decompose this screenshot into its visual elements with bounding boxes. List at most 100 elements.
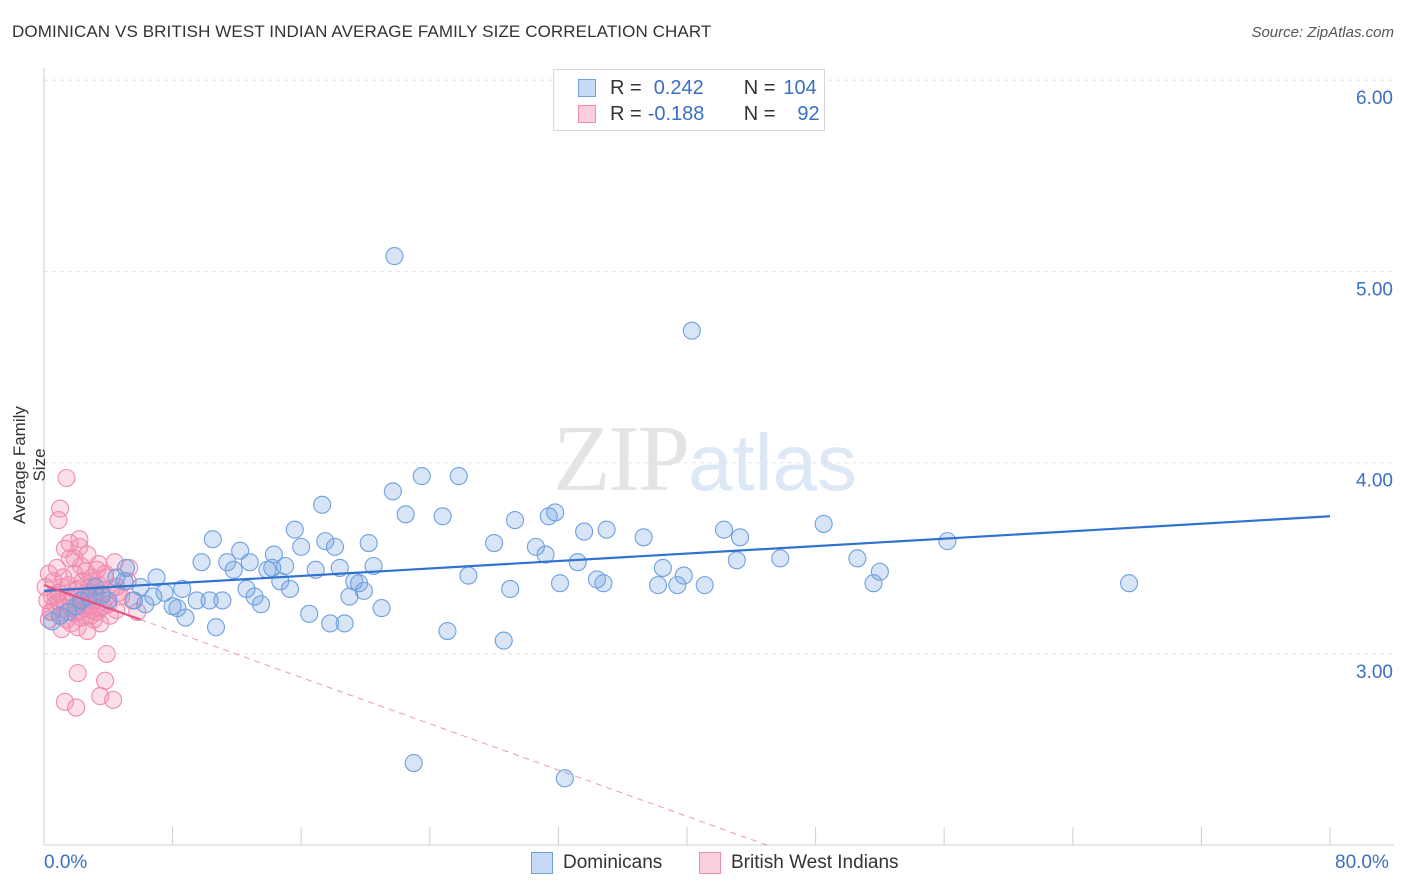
dominican-point bbox=[176, 608, 195, 627]
chart-title: DOMINICAN VS BRITISH WEST INDIAN AVERAGE… bbox=[12, 22, 712, 41]
bwi-point bbox=[65, 549, 84, 568]
bottom-legend-swatch-dominicans bbox=[531, 852, 553, 874]
y-tick-labels: 3.00 4.00 5.00 6.00 bbox=[1356, 88, 1393, 683]
dominican-point bbox=[131, 577, 150, 597]
dominican-point bbox=[438, 621, 457, 641]
dominican-trend-line bbox=[43, 515, 1331, 592]
legend-r-label: R = bbox=[610, 102, 642, 125]
dominican-point bbox=[203, 530, 222, 549]
dominican-point bbox=[653, 558, 672, 577]
stats-legend: R = 0.242 N = 104 R = -0.188 N = 92 bbox=[553, 69, 825, 131]
legend-n-label: N = bbox=[743, 102, 776, 125]
y-tick-label: 6.00 bbox=[1356, 88, 1393, 109]
y-tick-label: 4.00 bbox=[1356, 471, 1393, 492]
dominican-point bbox=[594, 574, 613, 593]
bwi-point bbox=[67, 698, 86, 717]
dominican-point bbox=[550, 574, 570, 593]
x-tick-label-max: 80.0% bbox=[1335, 852, 1389, 873]
dominican-point bbox=[727, 551, 746, 570]
dominican-point bbox=[116, 558, 136, 577]
dominican-point bbox=[224, 560, 243, 579]
axes bbox=[43, 68, 1394, 846]
dominican-point bbox=[649, 576, 668, 595]
dominican-point bbox=[147, 568, 166, 587]
legend-n-value: 92 bbox=[797, 102, 820, 125]
legend-swatch-dominicans bbox=[578, 79, 596, 97]
dominican-point bbox=[870, 562, 889, 581]
bwi-point bbox=[51, 499, 70, 518]
dominican-point bbox=[546, 503, 565, 522]
dominican-points bbox=[42, 247, 1139, 788]
dominican-point bbox=[206, 618, 226, 637]
dominican-point bbox=[1120, 574, 1139, 593]
dominican-point bbox=[634, 528, 653, 547]
x-tick-label-min: 0.0% bbox=[44, 852, 88, 873]
bwi-point bbox=[70, 530, 89, 549]
dominican-point bbox=[335, 614, 354, 633]
dominican-point bbox=[285, 520, 304, 539]
dominican-point bbox=[568, 553, 587, 572]
dominican-point bbox=[192, 553, 211, 572]
bottom-legend-label-bwi: British West Indians bbox=[731, 852, 899, 873]
bwi-point bbox=[104, 690, 123, 709]
bwi-point bbox=[47, 558, 66, 577]
y-tick-label: 5.00 bbox=[1356, 279, 1393, 300]
dominican-point bbox=[526, 537, 545, 556]
dominican-point bbox=[240, 553, 259, 572]
dominican-point bbox=[682, 321, 701, 340]
dominican-point bbox=[938, 532, 957, 551]
dominican-point bbox=[264, 545, 283, 564]
dominican-point bbox=[200, 591, 219, 610]
dominican-point bbox=[396, 505, 415, 524]
dominican-point bbox=[187, 591, 206, 610]
legend-r-value: 0.242 bbox=[653, 76, 704, 99]
bwi-point bbox=[89, 555, 108, 574]
bwi-point bbox=[96, 564, 115, 583]
dominican-point bbox=[213, 591, 232, 610]
dominican-point bbox=[280, 579, 299, 599]
trend-lines bbox=[43, 515, 1331, 846]
bwi-point bbox=[97, 644, 116, 664]
dominican-point bbox=[485, 533, 504, 553]
bottom-legend-bwi: British West Indians bbox=[699, 852, 899, 874]
legend-row-dominicans: R = 0.242 N = 104 bbox=[554, 75, 817, 101]
legend-row-bwi: R = -0.188 N = 92 bbox=[554, 101, 820, 127]
dominican-point bbox=[218, 553, 237, 572]
dominican-point bbox=[412, 467, 431, 486]
dominican-point bbox=[372, 599, 391, 618]
dominican-point bbox=[313, 495, 332, 514]
dominican-point bbox=[404, 753, 423, 773]
watermark-zip: ZIP bbox=[553, 407, 690, 511]
dominican-point bbox=[245, 587, 264, 606]
bwi-point bbox=[68, 618, 87, 637]
dominican-point bbox=[292, 537, 311, 556]
bwi-point bbox=[52, 620, 71, 639]
dominican-point bbox=[494, 631, 513, 650]
y-axis-label: Average Family Size bbox=[10, 406, 49, 524]
bwi-trend-extension bbox=[140, 619, 768, 846]
dominican-point bbox=[668, 576, 687, 595]
dominican-point bbox=[144, 587, 163, 606]
bottom-legend-dominicans: Dominicans bbox=[531, 852, 662, 874]
bwi-point bbox=[91, 614, 110, 633]
dominican-point bbox=[316, 532, 335, 551]
dominican-point bbox=[359, 533, 378, 553]
bwi-point bbox=[55, 692, 74, 711]
dominican-point bbox=[321, 614, 340, 633]
bottom-legend-swatch-bwi bbox=[699, 852, 721, 874]
dominican-point bbox=[730, 528, 750, 547]
dominican-point bbox=[864, 574, 883, 593]
dominican-point bbox=[383, 482, 402, 501]
dominican-point bbox=[814, 514, 833, 533]
dominican-point bbox=[251, 595, 271, 614]
dominican-point bbox=[505, 511, 525, 530]
dominican-point bbox=[597, 520, 616, 539]
dominican-point bbox=[433, 507, 452, 526]
legend-swatch-bwi bbox=[578, 105, 596, 123]
legend-n-value: 104 bbox=[783, 76, 817, 99]
dominican-point bbox=[575, 522, 594, 541]
dominican-point bbox=[536, 545, 555, 564]
dominican-point bbox=[276, 556, 295, 576]
dominican-point bbox=[300, 604, 319, 623]
